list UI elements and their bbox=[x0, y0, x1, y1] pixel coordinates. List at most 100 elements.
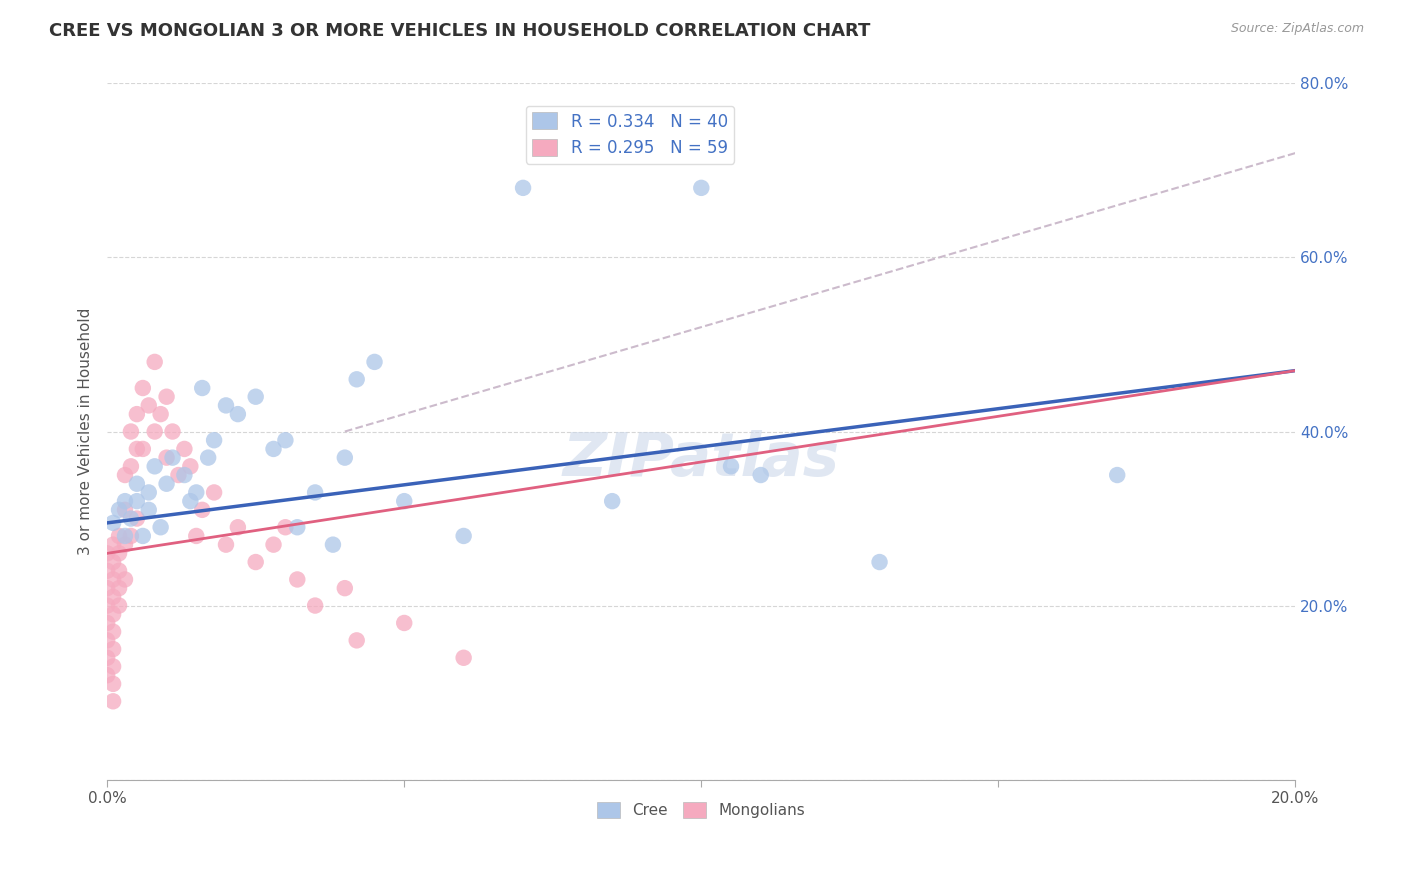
Point bbox=[114, 538, 136, 552]
Point bbox=[96, 581, 118, 595]
Point bbox=[512, 181, 534, 195]
Point bbox=[363, 355, 385, 369]
Text: ZIPatlas: ZIPatlas bbox=[562, 430, 839, 489]
Point bbox=[690, 181, 713, 195]
Point bbox=[149, 520, 172, 534]
Point bbox=[202, 485, 225, 500]
Point bbox=[749, 468, 772, 483]
Point bbox=[167, 468, 190, 483]
Point bbox=[155, 390, 177, 404]
Point bbox=[869, 555, 891, 569]
Point bbox=[114, 494, 136, 508]
Point bbox=[394, 494, 416, 508]
Point bbox=[453, 529, 475, 543]
Point bbox=[143, 425, 166, 439]
Point bbox=[120, 511, 142, 525]
Point bbox=[101, 659, 124, 673]
Point bbox=[96, 546, 118, 560]
Point bbox=[155, 450, 177, 465]
Point bbox=[108, 581, 131, 595]
Point bbox=[333, 450, 356, 465]
Point bbox=[333, 581, 356, 595]
Point bbox=[263, 442, 285, 456]
Point bbox=[114, 468, 136, 483]
Point bbox=[120, 425, 142, 439]
Point bbox=[285, 520, 308, 534]
Point bbox=[149, 407, 172, 421]
Point bbox=[114, 503, 136, 517]
Point bbox=[132, 529, 155, 543]
Point bbox=[101, 573, 124, 587]
Point bbox=[132, 381, 155, 395]
Point bbox=[197, 450, 219, 465]
Point bbox=[226, 520, 249, 534]
Point bbox=[1107, 468, 1129, 483]
Point bbox=[101, 590, 124, 604]
Point bbox=[101, 694, 124, 708]
Point bbox=[125, 494, 148, 508]
Point bbox=[202, 434, 225, 448]
Point bbox=[215, 538, 238, 552]
Point bbox=[304, 599, 326, 613]
Point bbox=[120, 459, 142, 474]
Point bbox=[138, 485, 160, 500]
Point bbox=[143, 459, 166, 474]
Point bbox=[125, 511, 148, 525]
Point bbox=[125, 442, 148, 456]
Point bbox=[101, 538, 124, 552]
Point bbox=[346, 633, 368, 648]
Point bbox=[138, 503, 160, 517]
Point bbox=[394, 615, 416, 630]
Point bbox=[108, 546, 131, 560]
Point bbox=[162, 450, 184, 465]
Point bbox=[101, 607, 124, 622]
Point bbox=[173, 468, 195, 483]
Point bbox=[101, 624, 124, 639]
Point bbox=[600, 494, 623, 508]
Point bbox=[125, 476, 148, 491]
Point bbox=[108, 564, 131, 578]
Point bbox=[226, 407, 249, 421]
Point bbox=[322, 538, 344, 552]
Point bbox=[263, 538, 285, 552]
Point bbox=[346, 372, 368, 386]
Point bbox=[179, 494, 201, 508]
Point bbox=[304, 485, 326, 500]
Point bbox=[453, 650, 475, 665]
Point bbox=[101, 516, 124, 530]
Point bbox=[285, 573, 308, 587]
Point bbox=[125, 407, 148, 421]
Point bbox=[96, 615, 118, 630]
Point bbox=[96, 650, 118, 665]
Point bbox=[191, 381, 214, 395]
Point bbox=[274, 434, 297, 448]
Point bbox=[101, 555, 124, 569]
Point bbox=[101, 642, 124, 657]
Point bbox=[179, 459, 201, 474]
Point bbox=[245, 390, 267, 404]
Point bbox=[173, 442, 195, 456]
Legend: Cree, Mongolians: Cree, Mongolians bbox=[592, 796, 811, 824]
Point bbox=[186, 529, 208, 543]
Point bbox=[108, 599, 131, 613]
Point bbox=[720, 459, 742, 474]
Point bbox=[96, 668, 118, 682]
Point bbox=[245, 555, 267, 569]
Point bbox=[108, 503, 131, 517]
Point bbox=[186, 485, 208, 500]
Point bbox=[132, 442, 155, 456]
Text: CREE VS MONGOLIAN 3 OR MORE VEHICLES IN HOUSEHOLD CORRELATION CHART: CREE VS MONGOLIAN 3 OR MORE VEHICLES IN … bbox=[49, 22, 870, 40]
Point bbox=[138, 399, 160, 413]
Point bbox=[114, 573, 136, 587]
Point bbox=[114, 529, 136, 543]
Point bbox=[274, 520, 297, 534]
Point bbox=[108, 529, 131, 543]
Point bbox=[155, 476, 177, 491]
Point bbox=[120, 529, 142, 543]
Y-axis label: 3 or more Vehicles in Household: 3 or more Vehicles in Household bbox=[79, 308, 93, 555]
Point bbox=[191, 503, 214, 517]
Point bbox=[143, 355, 166, 369]
Point bbox=[96, 633, 118, 648]
Point bbox=[96, 599, 118, 613]
Point bbox=[215, 399, 238, 413]
